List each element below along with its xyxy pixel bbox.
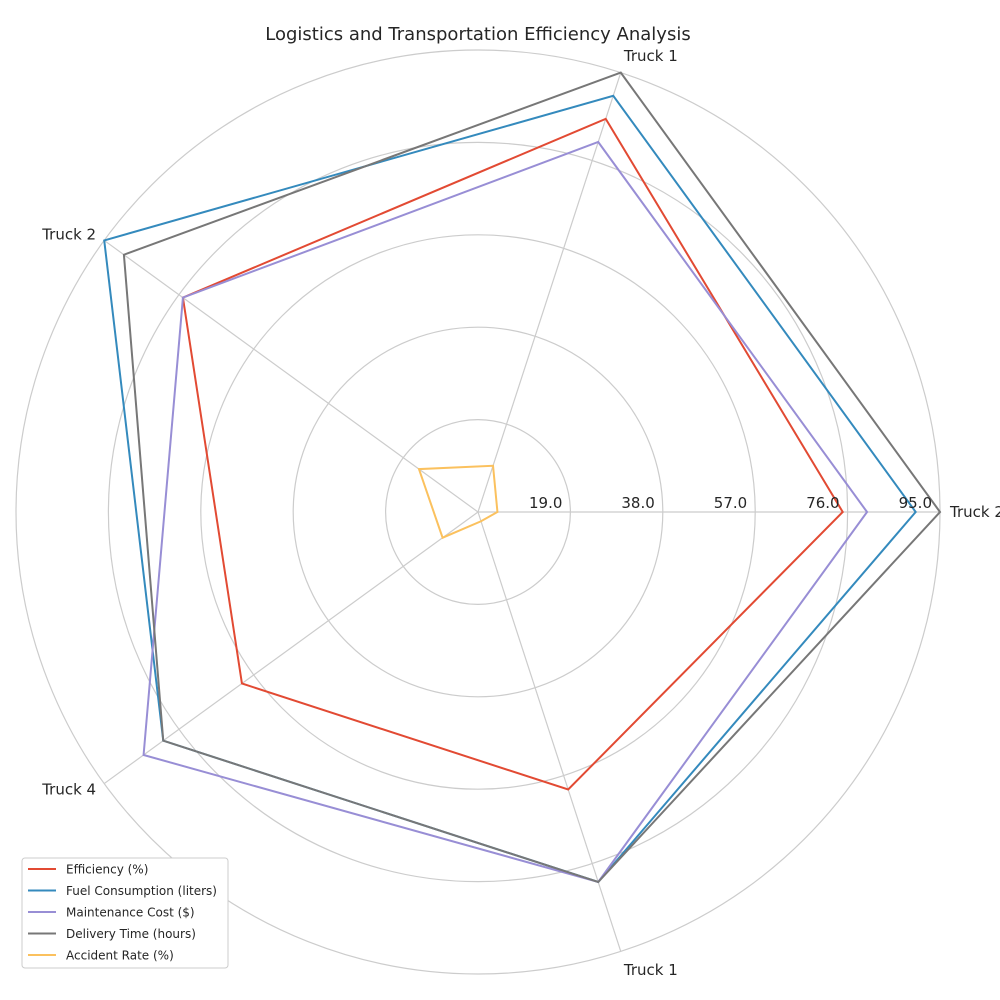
series-line-0 (181, 117, 844, 791)
legend-box (21, 857, 229, 969)
category-label: Truck 1 (623, 47, 678, 65)
radial-tick-label: 38.0 (621, 494, 654, 512)
radial-tick-label: 19.0 (529, 494, 562, 512)
series-line-1 (103, 94, 917, 884)
axis-labels: 19.0 38.0 57.0 76.0 95.0 Truck 2 Truck 1 Truck … (41, 47, 1000, 979)
category-label: Truck 4 (41, 780, 96, 798)
grid-spoke (103, 239, 479, 513)
chart-title: Logistics and Transportation Efficiency … (265, 24, 690, 45)
legend-label: Fuel Consumption (liters) (66, 884, 217, 898)
legend: Efficiency (%) Fuel Consumption (liters) M… (21, 857, 229, 969)
category-label: Truck 1 (623, 961, 678, 979)
series-line-4 (417, 464, 499, 540)
series-lines (103, 71, 942, 884)
radial-tick-label: 95.0 (899, 494, 932, 512)
grid-spoke (477, 72, 622, 513)
legend-label: Accident Rate (%) (66, 949, 174, 963)
grid-spoke (103, 511, 479, 785)
category-label: Truck 2 (41, 226, 96, 244)
category-label: Truck 2 (949, 503, 1000, 521)
radial-grid (15, 49, 941, 975)
legend-label: Efficiency (%) (66, 863, 148, 877)
radial-tick-label: 57.0 (714, 494, 747, 512)
legend-label: Maintenance Cost ($) (66, 906, 195, 920)
grid-spoke (477, 511, 622, 952)
radial-tick-label: 76.0 (806, 494, 839, 512)
series-line-3 (122, 71, 942, 884)
legend-label: Delivery Time (hours) (66, 927, 196, 941)
series-line-2 (142, 140, 869, 884)
